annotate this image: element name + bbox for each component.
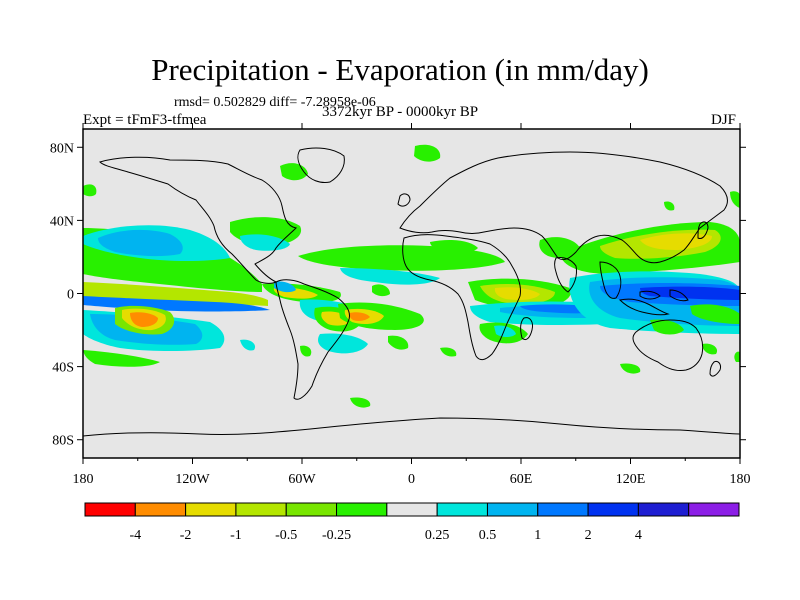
anomaly-patch bbox=[372, 284, 390, 297]
colorbar-swatch bbox=[637, 502, 690, 517]
coastline-greenland bbox=[297, 147, 345, 183]
coastline-north-america bbox=[99, 156, 298, 284]
chart-title: Precipitation - Evaporation (in mm/day) bbox=[151, 52, 649, 87]
experiment-label: Expt = tFmF3-tfmea bbox=[83, 112, 207, 128]
colorbar-label: -2 bbox=[180, 528, 192, 543]
anomaly-patch bbox=[664, 201, 675, 211]
anomaly-patch bbox=[620, 363, 641, 374]
colorbar-swatch bbox=[336, 502, 388, 517]
anomaly-patch bbox=[240, 339, 256, 351]
anomaly-patch bbox=[494, 325, 516, 337]
anomaly-patch bbox=[388, 335, 409, 350]
colorbar-label: 2 bbox=[585, 528, 592, 543]
coastline-south-america bbox=[275, 279, 351, 400]
colorbar-label: 0.5 bbox=[479, 528, 497, 543]
coastline-british-isles bbox=[397, 193, 411, 207]
colorbar-swatch bbox=[386, 502, 438, 517]
coastline-antarctica bbox=[83, 417, 740, 437]
season-label: DJF bbox=[711, 112, 737, 128]
anomaly-patch bbox=[83, 350, 160, 367]
colorbar-swatch bbox=[285, 502, 338, 517]
coastline-europe-asia bbox=[399, 151, 728, 264]
anomaly-patch bbox=[340, 268, 440, 285]
anomaly-patch bbox=[300, 345, 312, 357]
lon-label: 180 bbox=[73, 472, 94, 487]
coastline-madagascar bbox=[520, 317, 533, 341]
colorbar-swatch bbox=[587, 502, 639, 517]
anomaly-patch bbox=[350, 397, 371, 408]
anomaly-patch bbox=[414, 144, 441, 162]
coastline-australia bbox=[632, 319, 704, 371]
colorbar-swatch bbox=[537, 502, 589, 517]
lat-label: 40S bbox=[52, 361, 74, 376]
lon-label: 0 bbox=[408, 472, 415, 487]
lon-label: 60W bbox=[288, 472, 316, 487]
lon-label: 180 bbox=[730, 472, 751, 487]
colorbar-label: -1 bbox=[230, 528, 242, 543]
anomaly-patch bbox=[98, 229, 183, 257]
coastlines bbox=[83, 147, 740, 437]
anomaly-patch bbox=[640, 286, 740, 300]
anomaly-patch bbox=[130, 312, 158, 327]
anomaly-field bbox=[83, 144, 740, 408]
lon-label: 120E bbox=[616, 472, 646, 487]
coastline-india bbox=[554, 257, 577, 293]
colorbar-label: 4 bbox=[635, 528, 642, 543]
colorbar-label: 1 bbox=[534, 528, 541, 543]
anomaly-patch bbox=[274, 281, 296, 293]
lat-label: 80N bbox=[50, 141, 74, 156]
anomaly-patch bbox=[730, 191, 740, 208]
coastline-southeast-asia bbox=[599, 261, 622, 299]
lat-label: 40N bbox=[50, 214, 74, 229]
colorbar-label: 0.25 bbox=[425, 528, 450, 543]
anomaly-patch bbox=[734, 351, 740, 362]
stats-subtitle: rmsd= 0.502829 diff= -7.28958e-06 bbox=[174, 95, 376, 110]
colorbar-label: -4 bbox=[129, 528, 141, 543]
anomaly-patch bbox=[430, 240, 478, 254]
anomaly-patch bbox=[83, 184, 97, 197]
longitude-labels: 180 120W 60W 0 60E 120E 180 bbox=[73, 472, 751, 487]
coastline-maritime-islands bbox=[618, 289, 689, 316]
lat-label: 80S bbox=[52, 434, 74, 449]
axis-ticks bbox=[77, 123, 746, 464]
anomaly-patch bbox=[440, 347, 457, 357]
latitude-labels: 80N 40N 0 40S 80S bbox=[50, 141, 74, 448]
coastline-japan bbox=[697, 221, 709, 239]
anomaly-patch bbox=[650, 319, 684, 335]
anomaly-patch bbox=[349, 312, 370, 321]
colorbar-labels: -4 -2 -1 -0.5 -0.25 0.25 0.5 1 2 4 bbox=[129, 528, 641, 543]
lon-label: 120W bbox=[175, 472, 210, 487]
anomaly-patch bbox=[205, 260, 232, 275]
period-label: 3372kyr BP - 0000kyr BP bbox=[322, 104, 479, 120]
colorbar-label: -0.25 bbox=[322, 528, 351, 543]
colorbar-label: -0.5 bbox=[275, 528, 297, 543]
lat-label: 0 bbox=[67, 288, 74, 303]
colorbar-swatch bbox=[84, 502, 136, 517]
colorbar-swatch bbox=[134, 502, 187, 517]
colorbar-swatch bbox=[436, 502, 488, 517]
lon-label: 60E bbox=[510, 472, 533, 487]
coastline-new-zealand bbox=[709, 361, 721, 377]
anomaly-patch bbox=[494, 287, 540, 300]
colorbar-swatch bbox=[185, 502, 237, 517]
colorbar-swatch bbox=[235, 502, 287, 517]
anomaly-patch bbox=[690, 304, 740, 324]
colorbar-swatch bbox=[688, 502, 740, 517]
colorbar-swatch bbox=[486, 502, 539, 517]
colorbar bbox=[84, 502, 740, 517]
coastline-africa bbox=[402, 234, 521, 361]
anomaly-patch bbox=[702, 343, 718, 355]
